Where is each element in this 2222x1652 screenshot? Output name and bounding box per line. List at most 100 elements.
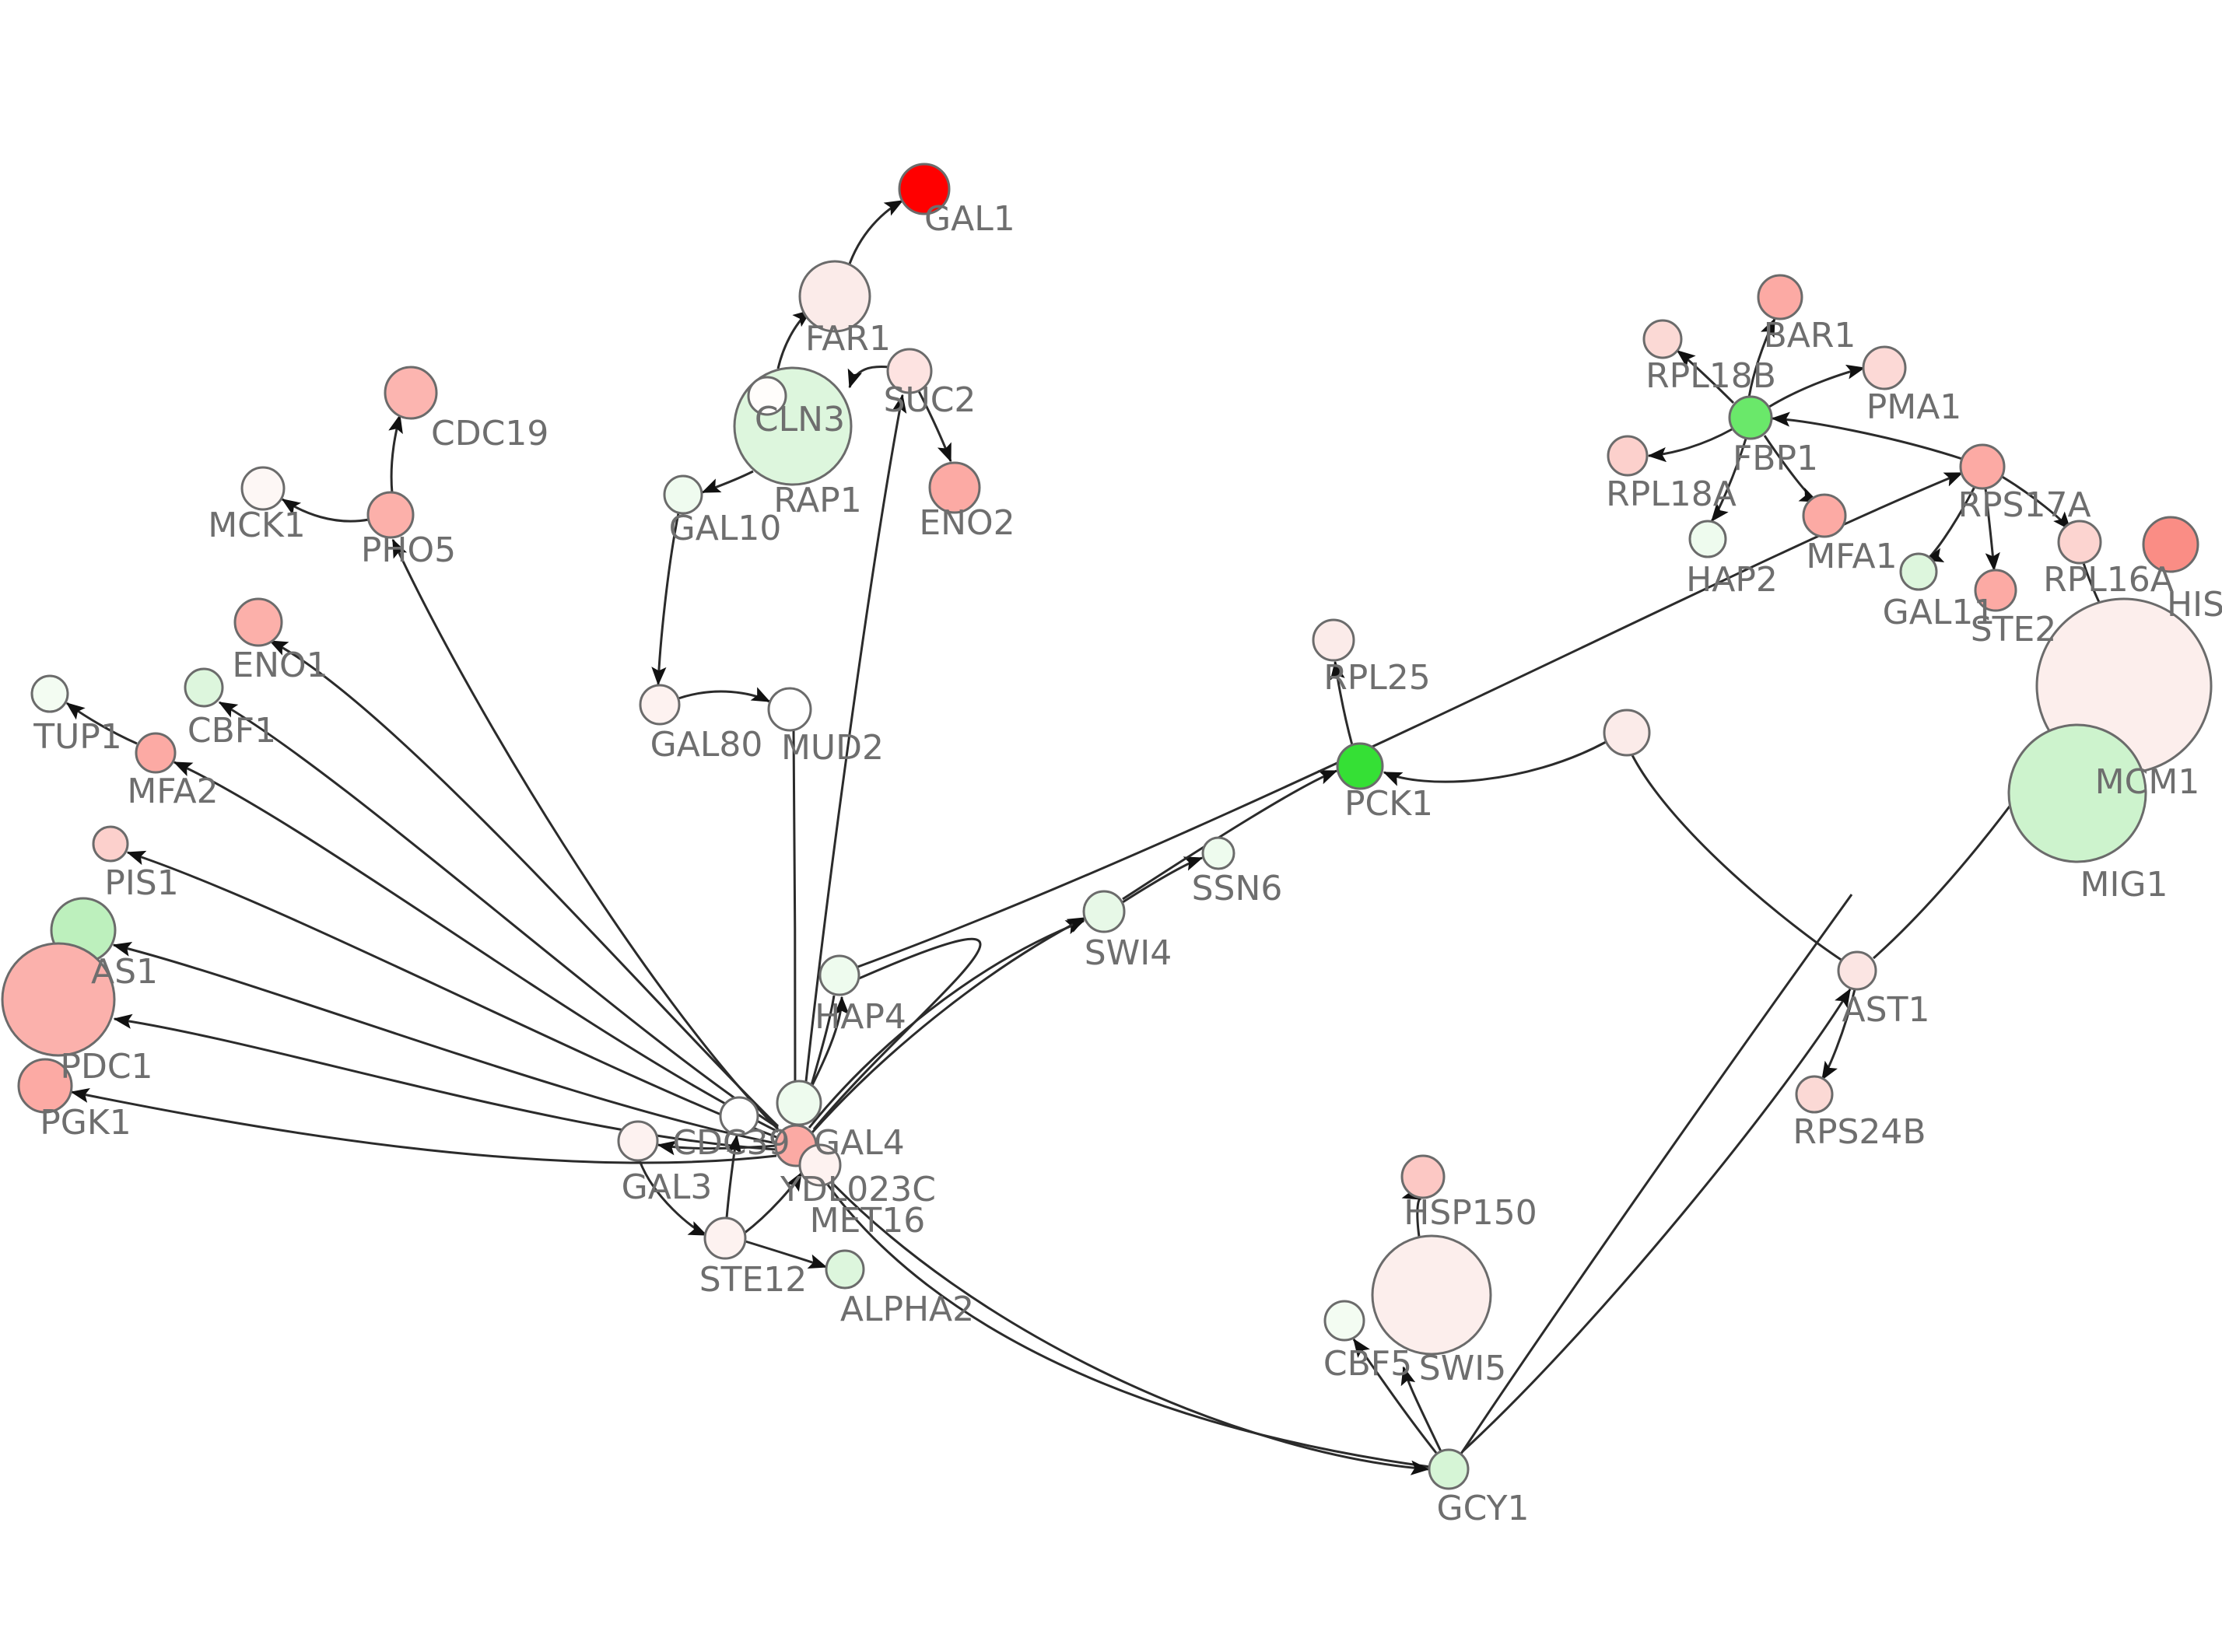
edge-SWI4-to-PCK1[interactable] <box>1122 769 1338 901</box>
node-suc2[interactable] <box>886 348 933 394</box>
edge-HAP4-to-RPS17A[interactable] <box>855 471 1964 969</box>
node-rps24b[interactable] <box>1795 1075 1834 1114</box>
node-hap4[interactable] <box>818 954 860 996</box>
node-cdc39[interactable] <box>719 1096 759 1136</box>
edge-PHO5-to-MCK1[interactable] <box>281 498 370 523</box>
node-gal3[interactable] <box>617 1120 659 1162</box>
node-rpl18a[interactable] <box>1607 435 1649 477</box>
node-hap2[interactable] <box>1688 520 1727 558</box>
edge-SUC2-to-CLN3[interactable] <box>847 366 890 389</box>
edge-FBP1-to-RPL18B[interactable] <box>1676 349 1735 404</box>
node-cln3_inner[interactable] <box>747 376 787 416</box>
node-bar1[interactable] <box>1757 274 1803 320</box>
node-rps17a[interactable] <box>1959 443 2006 490</box>
edge-SWI5-to-HSP150[interactable] <box>1401 1185 1422 1237</box>
node-ste2[interactable] <box>1974 569 2017 612</box>
node-rpl25[interactable] <box>1312 618 1355 662</box>
node-swi5[interactable] <box>1371 1234 1492 1356</box>
edge-CLN3-to-GAL10[interactable] <box>701 470 754 494</box>
edge-FBP1-to-BAR1[interactable] <box>1747 317 1776 398</box>
edge-MFA2-to-TUP1[interactable] <box>65 702 138 745</box>
node-mfa2[interactable] <box>135 732 177 774</box>
node-gal1[interactable] <box>898 163 951 215</box>
edge-GAL80-to-MUD2[interactable] <box>678 687 771 703</box>
node-rpl18b[interactable] <box>1642 319 1683 359</box>
edge-AST1-to-RPS24B[interactable] <box>1821 989 1856 1081</box>
edge-GCY1-to-SWI5[interactable] <box>1400 1366 1442 1452</box>
edge-MUD2-to-GAL4[interactable] <box>787 729 803 1125</box>
edge-GAL4-to-SWI4[interactable] <box>811 916 1087 1134</box>
node-pma1[interactable] <box>1862 345 1907 390</box>
node-gal80[interactable] <box>639 684 681 726</box>
edge-STE12-to-ALPHA2[interactable] <box>745 1240 828 1269</box>
edge-GAL4-to-AS1[interactable] <box>112 942 777 1145</box>
edge-GAL4-to-PDC1[interactable] <box>113 1013 777 1151</box>
node-pck1[interactable] <box>1336 742 1384 790</box>
node-label-gcy1: GCY1 <box>1437 1489 1530 1528</box>
node-cbf5[interactable] <box>1323 1300 1365 1342</box>
edge-PHO5-to-CDC19[interactable] <box>388 414 403 494</box>
edge-GAL4-to-GCY1[interactable] <box>812 1162 1430 1475</box>
edge-GAL4-to-PHO5[interactable] <box>391 538 780 1131</box>
node-ast1[interactable] <box>1837 950 1877 991</box>
edge-GCY1-to-GAL4_long[interactable] <box>820 1175 1431 1468</box>
node-pis1[interactable] <box>92 825 129 863</box>
node-pdc1[interactable] <box>1 942 116 1057</box>
node-swi4[interactable] <box>1082 890 1126 933</box>
node-alpha2[interactable] <box>825 1249 865 1290</box>
edge-STE12-to-CDC39[interactable] <box>725 1134 742 1219</box>
edge-GAL3-to-STE12[interactable] <box>638 1160 708 1237</box>
edge-RPS17A-to-STE2[interactable] <box>1984 488 2000 572</box>
edge-SWI4-to-SSN6[interactable] <box>1122 856 1204 904</box>
node-cdc19[interactable] <box>384 366 438 420</box>
node-ste12[interactable] <box>703 1216 747 1260</box>
node-label-rps17a: RPS17A <box>1957 485 2091 525</box>
node-rpl16a[interactable] <box>2057 520 2102 565</box>
edge-GAL4-to-PGK1[interactable] <box>70 1088 777 1164</box>
edge-GAL4-to-GAL3[interactable] <box>657 1140 777 1156</box>
node-mck1[interactable] <box>240 466 286 511</box>
node-ydl023c[interactable] <box>798 1143 842 1187</box>
node-mud2[interactable] <box>767 687 812 732</box>
node-hsp150[interactable] <box>1400 1154 1446 1199</box>
edge-FAR1-to-GAL1[interactable] <box>846 199 904 269</box>
node-eno2[interactable] <box>928 461 981 514</box>
edge-GAL4-to-PIS1[interactable] <box>126 850 777 1139</box>
node-gal11[interactable] <box>1899 552 1938 591</box>
edge-PCK1-to-RPL25[interactable] <box>1330 660 1354 746</box>
node-gcy1[interactable] <box>1428 1448 1470 1490</box>
edge-FBP1-to-PMA1[interactable] <box>1768 364 1866 408</box>
edge-FBP1-to-RPL18A[interactable] <box>1647 428 1733 463</box>
edge-GAL4-to-MFA2[interactable] <box>173 761 779 1133</box>
edge-FBP1-to-HAP2[interactable] <box>1710 438 1747 523</box>
edge-UNLBL_A-to-AST1[interactable] <box>1631 754 1843 962</box>
edge-GAL4-to-SUC2[interactable] <box>800 394 907 1125</box>
edge-GAL4-to-CBF1[interactable] <box>218 701 779 1129</box>
node-cbf1[interactable] <box>184 667 224 708</box>
node-ssn6[interactable] <box>1201 836 1235 870</box>
node-label-rpl18a: RPL18A <box>1606 474 1737 514</box>
edge-GAL4-to-HAP4_2[interactable] <box>808 919 1085 1129</box>
node-mig1[interactable] <box>2007 723 2147 863</box>
edge-GAL10-to-GAL80[interactable] <box>651 513 680 686</box>
node-eno1[interactable] <box>233 597 283 647</box>
edge-UNLBL_A-to-PCK1[interactable] <box>1383 740 1607 786</box>
edge-GCY1-to-CBF5[interactable] <box>1352 1338 1438 1454</box>
node-pho5[interactable] <box>366 491 415 539</box>
node-unlbl_a[interactable] <box>1603 709 1651 757</box>
node-pgk1[interactable] <box>17 1058 73 1114</box>
node-tup1[interactable] <box>30 674 69 713</box>
edge-STE12-to-YDL023C[interactable] <box>743 1171 803 1235</box>
edge-GCY1-to-UP[interactable] <box>1458 894 1853 1457</box>
edge-GCY1-to-AST1[interactable] <box>1461 988 1852 1453</box>
edge-SUC2-to-ENO2[interactable] <box>917 390 952 463</box>
edge-GAL4-to-HAP4_back[interactable] <box>812 937 982 1130</box>
edge-RPS17A-to-FBP1[interactable] <box>1771 411 1963 460</box>
node-gal4_green[interactable] <box>776 1080 822 1126</box>
node-fbp1[interactable] <box>1728 395 1773 440</box>
node-far1[interactable] <box>798 260 871 333</box>
edge-GAL4-to-ENO1[interactable] <box>268 639 780 1128</box>
node-gal10[interactable] <box>663 474 703 515</box>
node-mfa1[interactable] <box>1802 493 1847 538</box>
node-his4[interactable] <box>2142 516 2199 573</box>
